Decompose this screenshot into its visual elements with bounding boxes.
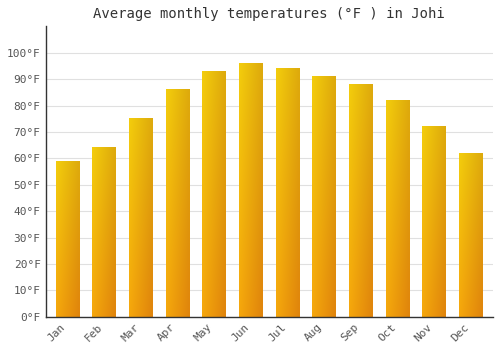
Title: Average monthly temperatures (°F ) in Johi: Average monthly temperatures (°F ) in Jo… xyxy=(94,7,445,21)
